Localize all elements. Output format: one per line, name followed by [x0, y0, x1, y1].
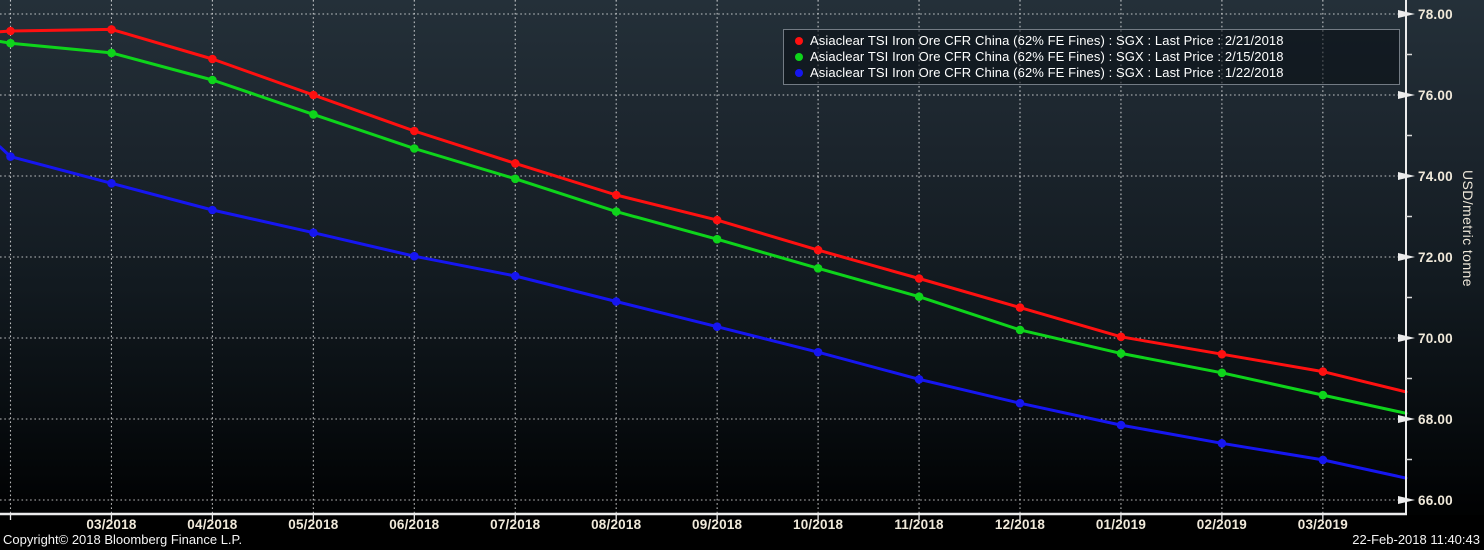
legend-label: Asiaclear TSI Iron Ore CFR China (62% FE… [810, 49, 1284, 64]
series-line [0, 27, 1408, 394]
data-point [914, 375, 924, 384]
data-point [914, 292, 924, 302]
legend-entry: Asiaclear TSI Iron Ore CFR China (62% FE… [792, 33, 1393, 49]
data-point [1116, 420, 1126, 430]
y-tick-label: 72.00 [1418, 250, 1453, 265]
x-tick-label: 08/2018 [591, 517, 641, 532]
copyright-text: Copyright© 2018 Bloomberg Finance L.P. [3, 532, 243, 547]
y-tick-arrow-icon [1398, 496, 1415, 504]
y-tick-arrow-icon [1398, 10, 1415, 18]
x-tick-label: 02/2019 [1197, 517, 1247, 532]
y-tick-arrow-icon [1398, 253, 1415, 261]
chart-legend: Asiaclear TSI Iron Ore CFR China (62% FE… [783, 29, 1400, 85]
x-tick-label: 10/2018 [793, 517, 843, 532]
x-tick-label: 05/2018 [288, 517, 338, 532]
legend-entry: Asiaclear TSI Iron Ore CFR China (62% FE… [792, 49, 1393, 65]
data-point [1116, 349, 1126, 358]
x-tick-label: 06/2018 [389, 517, 439, 532]
legend-label: Asiaclear TSI Iron Ore CFR China (62% FE… [810, 33, 1284, 48]
data-point [712, 234, 722, 244]
x-tick-label: 01/2019 [1096, 517, 1146, 532]
data-point [1015, 303, 1025, 312]
y-tick-label: 78.00 [1418, 7, 1453, 22]
x-tick-label: 07/2018 [490, 517, 540, 532]
legend-label: Asiaclear TSI Iron Ore CFR China (62% FE… [810, 65, 1284, 80]
x-tick-label: 12/2018 [995, 517, 1045, 532]
data-point [1217, 368, 1227, 378]
data-point [813, 347, 823, 357]
data-point [107, 25, 116, 34]
data-point [813, 245, 823, 255]
data-point [511, 271, 520, 281]
data-point [410, 144, 419, 153]
axis-footer-strip [0, 515, 1484, 550]
data-point [1015, 398, 1025, 408]
data-point [511, 159, 520, 168]
y-tick-label: 74.00 [1418, 169, 1453, 184]
data-point [813, 264, 823, 273]
series-line [0, 145, 1408, 480]
y-tick-label: 70.00 [1418, 331, 1453, 346]
data-point [6, 152, 15, 161]
data-point [208, 205, 217, 215]
data-point [309, 110, 318, 119]
data-point [1318, 367, 1328, 376]
data-point [914, 274, 924, 283]
data-point [410, 251, 419, 261]
x-tick-label: 09/2018 [692, 517, 742, 532]
y-tick-arrow-icon [1398, 415, 1415, 423]
data-point [511, 174, 520, 184]
data-point [208, 75, 217, 85]
data-point [1217, 439, 1227, 448]
legend-entry: Asiaclear TSI Iron Ore CFR China (62% FE… [792, 65, 1393, 81]
data-point [1217, 349, 1227, 359]
data-point [309, 228, 318, 237]
legend-bullet-icon [795, 69, 803, 77]
y-tick-arrow-icon [1398, 91, 1415, 99]
data-point [107, 179, 116, 188]
data-point [1015, 325, 1025, 335]
x-tick-label: 11/2018 [894, 517, 944, 532]
legend-bullet-icon [795, 37, 803, 45]
data-point [1318, 455, 1328, 465]
data-point [611, 207, 621, 216]
legend-bullet-icon [795, 53, 803, 61]
series-line [0, 40, 1408, 415]
y-tick-label: 66.00 [1418, 493, 1453, 508]
data-point [309, 90, 318, 100]
data-point [107, 48, 116, 58]
data-point [410, 126, 419, 136]
data-point [6, 38, 15, 48]
y-tick-arrow-icon [1398, 172, 1415, 180]
data-point [1116, 332, 1126, 342]
x-tick-label: 03/2019 [1298, 517, 1348, 532]
data-point [1318, 390, 1328, 400]
y-axis-unit-label: USD/metric tonne [1460, 170, 1476, 287]
x-tick-label: 04/2018 [187, 517, 237, 532]
y-tick-label: 76.00 [1418, 88, 1453, 103]
x-tick-label: 03/2018 [86, 517, 136, 532]
y-tick-arrow-icon [1398, 334, 1415, 342]
data-point [611, 190, 621, 200]
y-tick-label: 68.00 [1418, 412, 1453, 427]
data-point [611, 297, 621, 306]
data-point [712, 322, 722, 332]
data-point [6, 26, 15, 36]
data-point [712, 215, 722, 225]
data-point [208, 54, 217, 64]
chart-timestamp: 22-Feb-2018 11:40:43 [1352, 532, 1480, 547]
